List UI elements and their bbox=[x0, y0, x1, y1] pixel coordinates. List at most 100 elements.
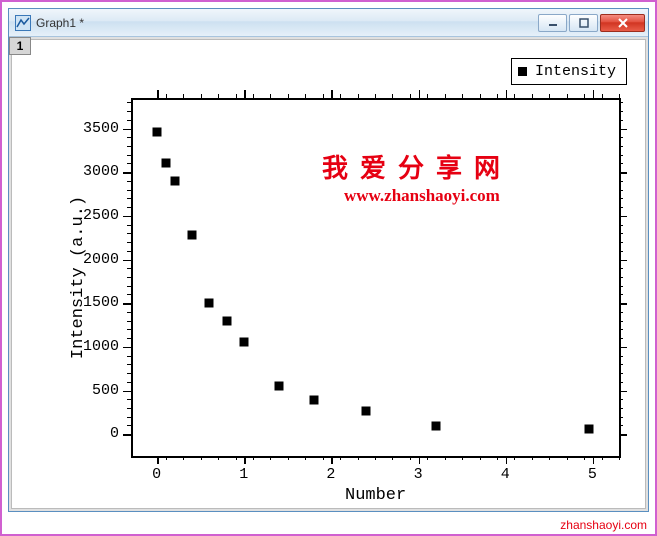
y-minor-tick bbox=[127, 312, 131, 313]
y-minor-tick bbox=[127, 294, 131, 295]
x-minor-tick bbox=[619, 94, 620, 98]
y-minor-tick bbox=[619, 329, 623, 330]
x-minor-tick bbox=[323, 94, 324, 98]
y-minor-tick bbox=[619, 181, 623, 182]
plot-area[interactable]: 0123450500100015002000250030003500Number… bbox=[12, 40, 645, 508]
y-minor-tick bbox=[127, 417, 131, 418]
y-major-tick bbox=[619, 172, 627, 174]
x-major-tick bbox=[506, 456, 508, 464]
y-minor-tick bbox=[127, 102, 131, 103]
y-minor-tick bbox=[619, 373, 623, 374]
data-point bbox=[222, 316, 231, 325]
x-tick-label: 3 bbox=[414, 466, 423, 483]
x-minor-tick bbox=[358, 94, 359, 98]
x-axis-label: Number bbox=[345, 486, 406, 505]
x-major-tick bbox=[506, 90, 508, 98]
x-minor-tick bbox=[166, 94, 167, 98]
x-minor-tick bbox=[410, 94, 411, 98]
y-minor-tick bbox=[619, 408, 623, 409]
legend[interactable]: Intensity bbox=[511, 58, 627, 85]
y-minor-tick bbox=[127, 198, 131, 199]
y-minor-tick bbox=[127, 207, 131, 208]
data-point bbox=[161, 158, 170, 167]
legend-marker-icon bbox=[518, 67, 527, 76]
minimize-button[interactable] bbox=[538, 14, 567, 32]
window-title: Graph1 * bbox=[36, 16, 538, 30]
x-minor-tick bbox=[236, 456, 237, 460]
x-minor-tick bbox=[410, 456, 411, 460]
x-tick-label: 5 bbox=[588, 466, 597, 483]
y-minor-tick bbox=[619, 155, 623, 156]
x-major-tick bbox=[331, 90, 333, 98]
y-tick-label: 500 bbox=[92, 382, 119, 399]
x-major-tick bbox=[244, 90, 246, 98]
x-minor-tick bbox=[183, 94, 184, 98]
window-controls bbox=[538, 14, 645, 32]
x-minor-tick bbox=[445, 94, 446, 98]
data-point bbox=[153, 128, 162, 137]
y-minor-tick bbox=[127, 225, 131, 226]
y-major-tick bbox=[123, 172, 131, 174]
data-point bbox=[584, 424, 593, 433]
legend-label: Intensity bbox=[535, 63, 616, 80]
scatter-chart: 0123450500100015002000250030003500Number… bbox=[12, 40, 645, 508]
y-major-tick bbox=[619, 347, 627, 349]
y-major-tick bbox=[123, 129, 131, 131]
x-major-tick bbox=[244, 456, 246, 464]
x-minor-tick bbox=[497, 94, 498, 98]
y-major-tick bbox=[123, 434, 131, 436]
y-axis-label: Intensity (a.u.) bbox=[69, 196, 88, 359]
x-minor-tick bbox=[323, 456, 324, 460]
x-minor-tick bbox=[462, 456, 463, 460]
x-minor-tick bbox=[392, 94, 393, 98]
x-minor-tick bbox=[183, 456, 184, 460]
x-tick-label: 1 bbox=[239, 466, 248, 483]
y-minor-tick bbox=[619, 198, 623, 199]
y-minor-tick bbox=[619, 233, 623, 234]
y-minor-tick bbox=[127, 242, 131, 243]
x-minor-tick bbox=[514, 456, 515, 460]
y-minor-tick bbox=[619, 312, 623, 313]
x-minor-tick bbox=[549, 94, 550, 98]
x-minor-tick bbox=[375, 94, 376, 98]
data-point bbox=[188, 231, 197, 240]
x-minor-tick bbox=[201, 94, 202, 98]
x-minor-tick bbox=[305, 456, 306, 460]
titlebar[interactable]: Graph1 * bbox=[9, 9, 648, 37]
y-major-tick bbox=[619, 129, 627, 131]
y-minor-tick bbox=[127, 399, 131, 400]
y-minor-tick bbox=[619, 146, 623, 147]
maximize-button[interactable] bbox=[569, 14, 598, 32]
x-major-tick bbox=[593, 456, 595, 464]
data-point bbox=[432, 422, 441, 431]
x-minor-tick bbox=[166, 456, 167, 460]
x-minor-tick bbox=[532, 94, 533, 98]
x-minor-tick bbox=[514, 94, 515, 98]
y-minor-tick bbox=[619, 364, 623, 365]
layer-tab[interactable]: 1 bbox=[9, 37, 31, 55]
y-minor-tick bbox=[127, 286, 131, 287]
y-minor-tick bbox=[127, 120, 131, 121]
y-tick-label: 1500 bbox=[83, 294, 119, 311]
watermark-text-url: www.zhanshaoyi.com bbox=[344, 186, 500, 206]
y-minor-tick bbox=[619, 251, 623, 252]
y-major-tick bbox=[123, 347, 131, 349]
y-minor-tick bbox=[619, 225, 623, 226]
y-minor-tick bbox=[619, 268, 623, 269]
y-tick-label: 2000 bbox=[83, 251, 119, 268]
y-minor-tick bbox=[619, 321, 623, 322]
app-frame: Graph1 * 1 01234505001000150020002500300… bbox=[0, 0, 657, 536]
y-tick-label: 3500 bbox=[83, 120, 119, 137]
data-point bbox=[310, 396, 319, 405]
y-major-tick bbox=[123, 391, 131, 393]
x-minor-tick bbox=[288, 94, 289, 98]
y-minor-tick bbox=[619, 277, 623, 278]
x-minor-tick bbox=[340, 94, 341, 98]
x-minor-tick bbox=[480, 456, 481, 460]
x-minor-tick bbox=[619, 456, 620, 460]
close-button[interactable] bbox=[600, 14, 645, 32]
y-minor-tick bbox=[127, 382, 131, 383]
x-minor-tick bbox=[462, 94, 463, 98]
x-minor-tick bbox=[270, 94, 271, 98]
y-minor-tick bbox=[619, 382, 623, 383]
